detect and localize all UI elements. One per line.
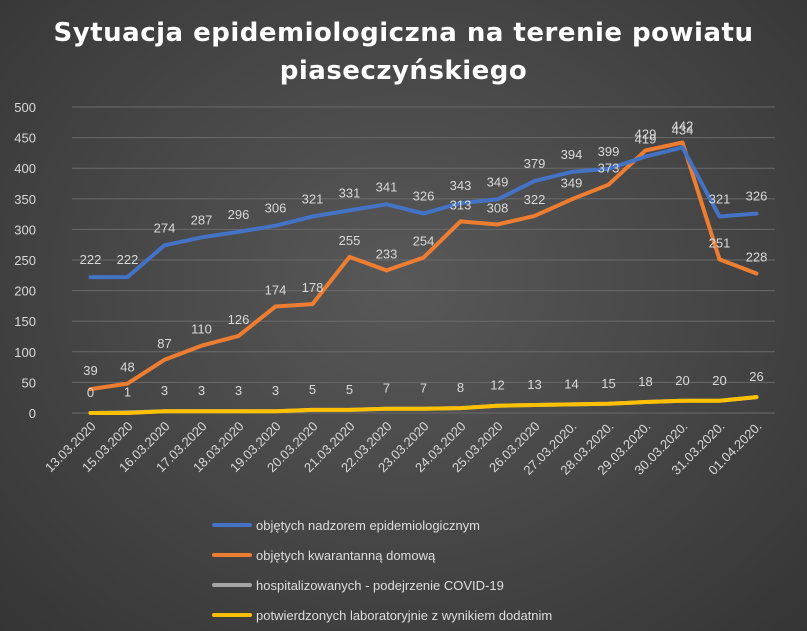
- data-label: 287: [191, 212, 213, 227]
- data-label: 7: [420, 381, 427, 396]
- legend-swatch: [212, 583, 252, 587]
- y-tick-label: 350: [14, 192, 36, 207]
- data-label: 331: [339, 185, 361, 200]
- data-label: 349: [561, 175, 583, 190]
- data-label: 1: [124, 384, 131, 399]
- data-label: 8: [457, 380, 464, 395]
- y-tick-label: 100: [14, 345, 36, 360]
- legend-label: objętych nadzorem epidemiologicznym: [256, 517, 481, 533]
- data-label: 12: [490, 378, 504, 393]
- data-label: 429: [635, 126, 657, 141]
- data-label: 419: [635, 132, 657, 147]
- data-label: 373: [598, 161, 620, 176]
- data-label: 7: [383, 381, 390, 396]
- data-label: 321: [709, 192, 731, 207]
- chart-title-line-1: Sytuacja epidemiologiczna na terenie pow…: [53, 18, 754, 48]
- data-label: 126: [228, 312, 250, 327]
- legend-swatch: [212, 613, 252, 617]
- data-label: 341: [376, 179, 398, 194]
- data-label: 174: [265, 283, 287, 298]
- chart-legend: objętych nadzorem epidemiologicznym objęt…: [212, 510, 712, 630]
- data-label: 3: [235, 383, 242, 398]
- legend-item: objętych kwarantanną domową: [212, 540, 712, 570]
- data-label: 321: [302, 192, 324, 207]
- legend-item: potwierdzonych laboratoryjnie z wynikiem…: [212, 600, 712, 630]
- data-label: 48: [120, 360, 134, 375]
- legend-label: potwierdzonych laboratoryjnie z wynikiem…: [256, 607, 553, 623]
- y-tick-label: 400: [14, 161, 36, 176]
- chart-title: Sytuacja epidemiologiczna na terenie pow…: [0, 14, 807, 90]
- data-label: 20: [712, 373, 726, 388]
- data-label: 5: [346, 382, 353, 397]
- legend-swatch: [212, 553, 252, 557]
- data-label: 306: [265, 201, 287, 216]
- data-label: 349: [487, 174, 509, 189]
- data-label: 0: [87, 385, 94, 400]
- legend-label: hospitalizowanych - podejrzenie COVID-19: [256, 577, 504, 593]
- data-label: 14: [564, 376, 578, 391]
- data-label: 255: [339, 233, 361, 248]
- chart-title-line-2: piaseczyńskiego: [279, 56, 528, 86]
- data-label: 13: [527, 377, 541, 392]
- y-tick-label: 50: [22, 375, 36, 390]
- data-label: 308: [487, 201, 509, 216]
- data-label: 326: [413, 188, 435, 203]
- data-label: 222: [80, 252, 102, 267]
- data-label: 20: [675, 373, 689, 388]
- series-line-1: [88, 145, 759, 280]
- data-label: 399: [598, 144, 620, 159]
- data-label: 39: [83, 363, 97, 378]
- y-tick-label: 500: [14, 100, 36, 115]
- y-tick-label: 450: [14, 131, 36, 146]
- data-label: 110: [191, 322, 212, 337]
- data-label: 26: [749, 369, 763, 384]
- data-label: 228: [746, 249, 768, 264]
- data-label: 274: [154, 220, 176, 235]
- y-tick-label: 200: [14, 284, 36, 299]
- legend-label: objętych kwarantanną domową: [256, 547, 436, 563]
- legend-swatch: [212, 523, 252, 527]
- data-label: 379: [524, 156, 546, 171]
- line-chart: 05010015020025030035040045050013.03.2020…: [14, 100, 775, 478]
- legend-item: hospitalizowanych - podejrzenie COVID-19: [212, 570, 712, 600]
- data-label: 296: [228, 207, 250, 222]
- data-label: 233: [376, 246, 398, 261]
- data-label: 434: [672, 122, 694, 137]
- data-label: 394: [561, 147, 583, 162]
- data-label: 222: [117, 252, 139, 267]
- series-line-4: [88, 395, 759, 415]
- y-tick-label: 0: [29, 406, 36, 421]
- data-label: 3: [198, 383, 205, 398]
- data-label: 15: [601, 376, 615, 391]
- data-label: 254: [413, 234, 435, 249]
- data-label: 326: [746, 188, 768, 203]
- data-label: 3: [272, 383, 279, 398]
- data-label: 313: [450, 197, 472, 212]
- data-label: 442: [672, 118, 694, 133]
- data-label: 5: [309, 382, 316, 397]
- y-tick-label: 250: [14, 253, 36, 268]
- data-label: 343: [450, 178, 472, 193]
- y-tick-label: 300: [14, 222, 36, 237]
- data-label: 251: [709, 235, 731, 250]
- data-label: 87: [157, 336, 171, 351]
- data-label: 322: [524, 192, 546, 207]
- legend-item: objętych nadzorem epidemiologicznym: [212, 510, 712, 540]
- series-line-2: [88, 140, 759, 392]
- data-label: 18: [638, 374, 652, 389]
- data-label: 178: [302, 280, 324, 295]
- data-label: 3: [161, 383, 168, 398]
- y-tick-label: 150: [14, 314, 36, 329]
